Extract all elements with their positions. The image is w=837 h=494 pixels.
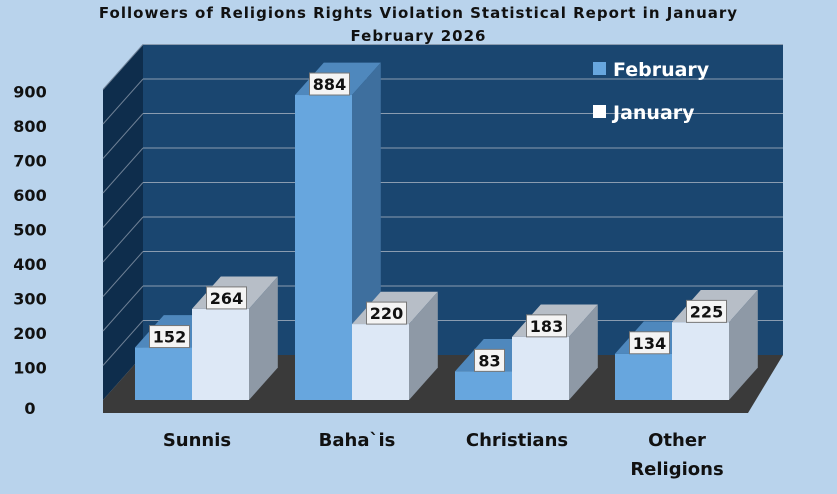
bar-side <box>249 276 278 400</box>
x-tick-label: Other <box>648 430 706 451</box>
gridline-side <box>102 182 144 228</box>
x-tick-label: Baha`is <box>319 430 396 451</box>
y-tick-label: 400 <box>13 255 46 274</box>
bar-january <box>352 324 409 400</box>
gridline-side <box>102 147 144 194</box>
y-tick-label: 100 <box>13 359 46 378</box>
bar-january <box>192 308 249 400</box>
y-tick-label: 800 <box>13 117 46 136</box>
chart-title-line-2: February 2026 <box>350 27 487 45</box>
x-tick-label: Christians <box>466 430 568 451</box>
gridline-side <box>102 216 144 263</box>
bar-february <box>295 95 352 401</box>
y-tick-label: 300 <box>13 290 46 309</box>
data-label-box <box>686 299 727 323</box>
data-label-box <box>309 72 350 96</box>
legend-swatch <box>593 62 606 75</box>
data-label: 884 <box>313 75 346 94</box>
y-tick-label: 200 <box>13 324 46 343</box>
bar-side <box>409 291 438 400</box>
gridline-side <box>102 251 144 297</box>
bar-january <box>672 322 729 400</box>
data-label-box <box>149 325 190 349</box>
data-label-box <box>206 286 247 310</box>
gridline-side <box>102 285 144 332</box>
chart-title-line-1: Followers of Religions Rights Violation … <box>98 4 739 22</box>
data-label-box <box>526 314 567 338</box>
data-label: 220 <box>370 304 403 323</box>
y-tick-label: 700 <box>13 152 46 171</box>
data-label: 83 <box>478 351 500 370</box>
legend-label: January <box>611 102 695 124</box>
y-tick-label: 600 <box>13 186 46 205</box>
bar-side <box>729 289 758 400</box>
data-label: 264 <box>210 289 243 308</box>
legend-label: February <box>613 59 710 81</box>
x-tick-label: Sunnis <box>163 430 231 451</box>
data-label: 152 <box>153 328 186 347</box>
x-tick-label: Religions <box>630 459 723 480</box>
data-label: 183 <box>530 317 563 336</box>
data-label: 225 <box>690 302 723 321</box>
legend-swatch <box>593 105 606 118</box>
bar-february <box>455 371 512 400</box>
y-tick-label: 0 <box>24 399 35 418</box>
y-tick-label: 900 <box>13 83 46 102</box>
gridline-side <box>102 113 144 159</box>
data-label: 134 <box>633 334 666 353</box>
data-label-box <box>629 331 670 355</box>
bar-february <box>615 353 672 400</box>
gridline-side <box>102 320 144 366</box>
y-tick-label: 500 <box>13 221 46 240</box>
gridline-side <box>102 44 144 90</box>
bar-february <box>135 347 192 400</box>
data-label-box <box>366 301 407 325</box>
bar-january <box>512 336 569 400</box>
data-label-box <box>474 348 505 372</box>
chart-side-wall <box>103 44 143 400</box>
gridline-side <box>102 78 144 125</box>
bar-side <box>569 304 598 400</box>
